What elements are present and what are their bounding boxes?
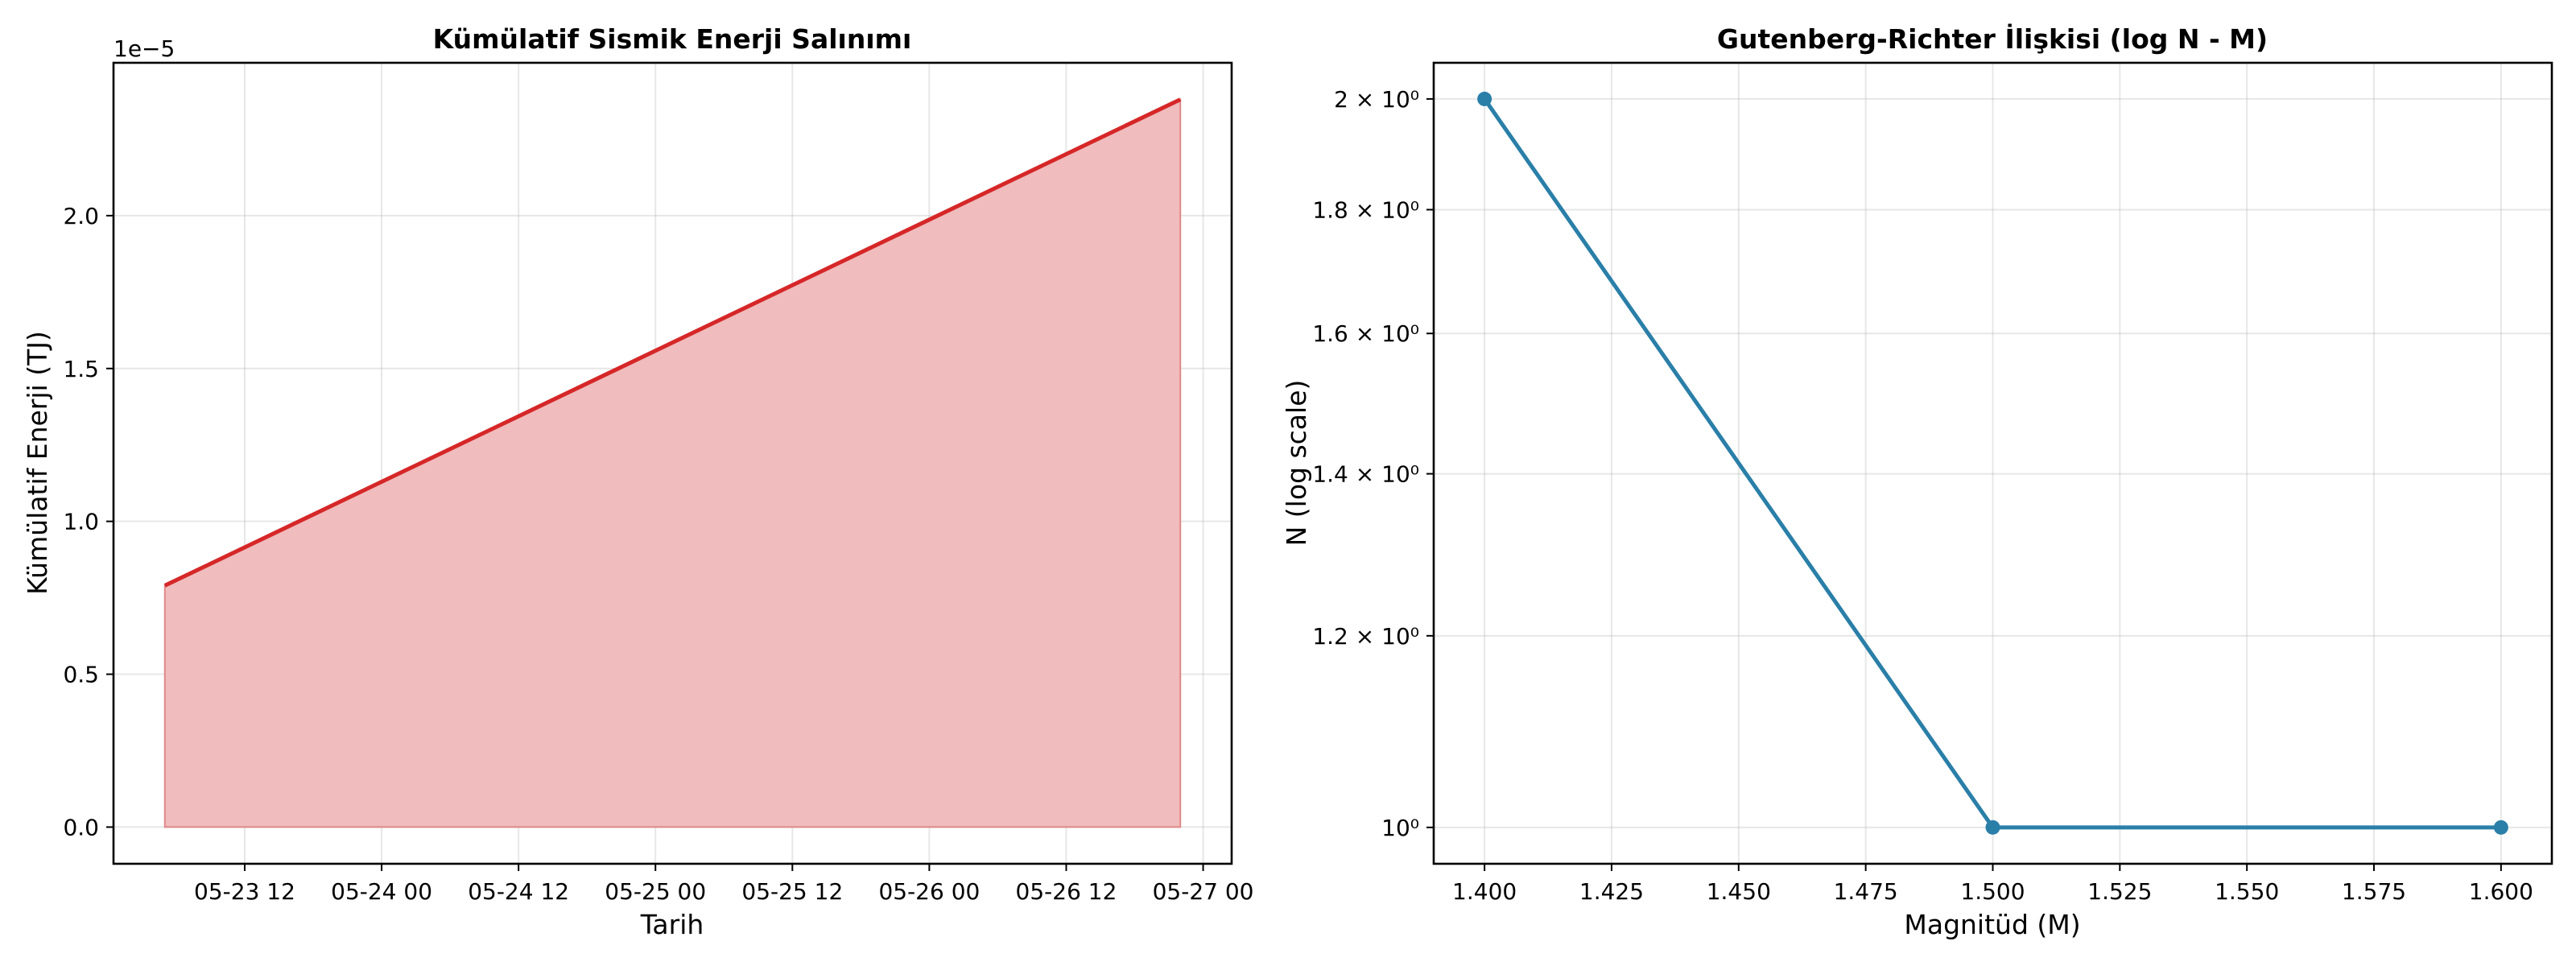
gr-data-point: [2493, 819, 2508, 835]
gr-x-tick-label: 1.450: [1707, 878, 1771, 905]
energy-y-tick-label: 1.5: [63, 356, 99, 382]
energy-x-tick-label: 05-26 12: [1016, 878, 1117, 905]
energy-x-tick-label: 05-24 00: [331, 878, 432, 905]
energy-y-offset-label: 1e−5: [114, 35, 175, 62]
gr-x-tick-label: 1.550: [2215, 878, 2279, 905]
gr-data-point: [1477, 91, 1492, 106]
gr-y-axis: 10⁰ 1.2 × 10⁰ 1.4 × 10⁰ 1.6 × 10⁰ 1.8 × 10⁰ 2…: [1312, 86, 1434, 841]
gr-x-tick-label: 1.600: [2469, 878, 2533, 905]
gr-y-tick-label: 1.6 × 10⁰: [1312, 320, 1419, 347]
gr-y-axis-label: N (log scale): [1281, 380, 1312, 547]
gr-grid: [1434, 63, 2552, 864]
gr-x-axis: 1.400 1.425 1.450 1.475 1.500 1.525 1.550 1.575…: [1452, 864, 2533, 905]
energy-y-tick-label: 0.5: [63, 662, 99, 688]
gr-chart-title: Gutenberg-Richter İlişkisi (log N - M): [1717, 23, 2268, 55]
energy-plot-frame: [112, 61, 1233, 865]
gr-x-axis-label: Magnitüd (M): [1904, 909, 2080, 940]
gr-x-tick-label: 1.575: [2342, 878, 2406, 905]
energy-x-tick-label: 05-26 00: [878, 878, 980, 905]
energy-y-axis: 0.0 0.5 1.0 1.5 2.0: [63, 203, 114, 840]
energy-y-tick-label: 0.0: [63, 814, 99, 840]
energy-y-tick-label: 2.0: [63, 203, 99, 229]
energy-series-line: [163, 97, 1182, 588]
gr-x-tick-label: 1.525: [2087, 878, 2152, 905]
energy-x-tick-label: 05-24 12: [468, 878, 569, 905]
gr-x-tick-label: 1.400: [1452, 878, 1517, 905]
energy-x-tick-label: 05-25 12: [741, 878, 843, 905]
energy-x-tick-label: 05-25 00: [605, 878, 706, 905]
energy-x-tick-label: 05-23 12: [194, 878, 295, 905]
gr-data-point: [1985, 819, 2000, 835]
energy-marks: [163, 97, 1182, 828]
energy-x-axis: 05-23 12 05-24 00 05-24 12 05-25 00 05-25 12…: [194, 864, 1254, 905]
gr-y-tick-label: 1.2 × 10⁰: [1312, 623, 1419, 650]
gutenberg-richter-chart: Gutenberg-Richter İlişkisi (log N - M) 1…: [1281, 23, 2553, 940]
gr-y-tick-label: 1.8 × 10⁰: [1312, 196, 1419, 223]
gr-y-tick-label: 10⁰: [1381, 815, 1419, 841]
energy-y-tick-label: 1.0: [63, 509, 99, 535]
energy-x-axis-label: Tarih: [640, 909, 704, 940]
energy-x-tick-label: 05-27 00: [1153, 878, 1254, 905]
energy-chart-title: Kümülatif Sismik Enerji Salınımı: [433, 23, 912, 55]
gr-x-tick-label: 1.475: [1834, 878, 1898, 905]
gr-y-tick-label: 2 × 10⁰: [1334, 86, 1419, 113]
gr-y-tick-label: 1.4 × 10⁰: [1312, 461, 1419, 488]
energy-y-axis-label: Kümülatif Enerji (TJ): [22, 331, 53, 595]
energy-chart: Kümülatif Sismik Enerji Salınımı 05-23 1…: [22, 23, 1254, 940]
energy-area-fill: [163, 97, 1182, 828]
gr-x-tick-label: 1.500: [1960, 878, 2025, 905]
gr-x-tick-label: 1.425: [1579, 878, 1644, 905]
gr-marks: [1477, 91, 2508, 835]
